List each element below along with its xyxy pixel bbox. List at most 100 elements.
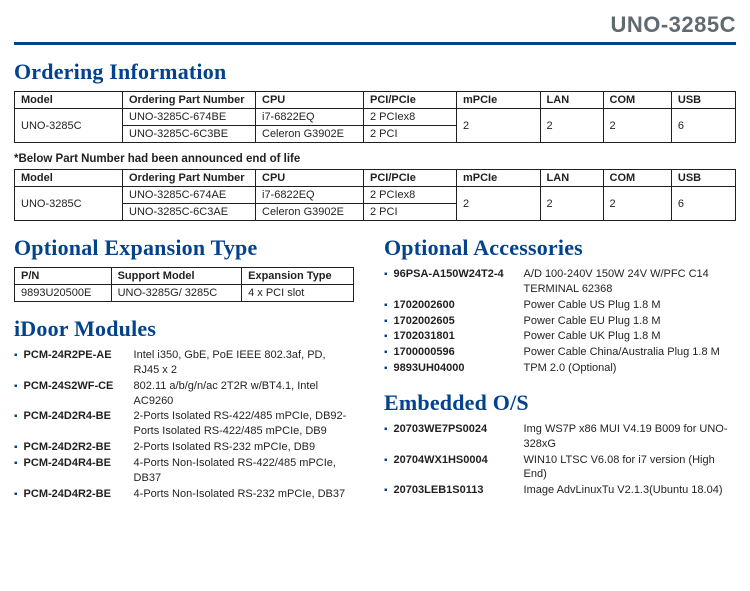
list-item: 20703WE7PS0024Img WS7P x86 MUI V4.19 B00… xyxy=(384,422,736,452)
list-item: PCM-24D4R4-BE4-Ports Non-Isolated RS-422… xyxy=(14,456,354,486)
table-row: 9893U20500E UNO-3285G/ 3285C 4 x PCI slo… xyxy=(15,285,354,302)
cell-usb: 6 xyxy=(671,109,735,143)
cell-pn: 9893U20500E xyxy=(15,285,112,302)
os-title: Embedded O/S xyxy=(384,390,736,416)
item-desc: 4-Ports Non-Isolated RS-422/485 mPCIe, D… xyxy=(134,456,354,486)
cell-lan: 2 xyxy=(540,187,603,221)
col-mpcie: mPCIe xyxy=(457,170,541,187)
cell-type: 4 x PCI slot xyxy=(242,285,354,302)
cell-model: UNO-3285C xyxy=(15,109,123,143)
item-desc: Image AdvLinuxTu V2.1.3(Ubuntu 18.04) xyxy=(524,483,736,498)
item-desc: 2-Ports Isolated RS-422/485 mPCIe, DB92-… xyxy=(134,409,354,439)
table-header-row: P/N Support Model Expansion Type xyxy=(15,268,354,285)
item-pn: 1700000596 xyxy=(394,345,524,360)
list-item: 1702002600Power Cable US Plug 1.8 M xyxy=(384,298,736,313)
item-pn: 20704WX1HS0004 xyxy=(394,453,524,468)
list-item: 1700000596Power Cable China/Australia Pl… xyxy=(384,345,736,360)
col-cpu: CPU xyxy=(256,170,364,187)
cell-mpcie: 2 xyxy=(457,187,541,221)
item-desc: Intel i350, GbE, PoE IEEE 802.3af, PD, R… xyxy=(134,348,354,378)
list-item: 20704WX1HS0004WIN10 LTSC V6.08 for i7 ve… xyxy=(384,453,736,483)
col-lan: LAN xyxy=(540,170,603,187)
table-header-row: Model Ordering Part Number CPU PCI/PCIe … xyxy=(15,92,736,109)
ordering-table-eol: Model Ordering Part Number CPU PCI/PCIe … xyxy=(14,169,736,221)
list-item: PCM-24S2WF-CE802.11 a/b/g/n/ac 2T2R w/BT… xyxy=(14,379,354,409)
ordering-title: Ordering Information xyxy=(14,59,736,85)
col-cpu: CPU xyxy=(256,92,364,109)
cell-model: UNO-3285C xyxy=(15,187,123,221)
col-com: COM xyxy=(603,92,671,109)
cell-com: 2 xyxy=(603,109,671,143)
cell-mpcie: 2 xyxy=(457,109,541,143)
cell-pci: 2 PCIex8 xyxy=(364,187,457,204)
item-pn: 9893UH04000 xyxy=(394,361,524,376)
item-desc: Img WS7P x86 MUI V4.19 B009 for UNO-328x… xyxy=(524,422,736,452)
col-lan: LAN xyxy=(540,92,603,109)
item-desc: TPM 2.0 (Optional) xyxy=(524,361,736,376)
item-desc: WIN10 LTSC V6.08 for i7 version (High En… xyxy=(524,453,736,483)
item-desc: 802.11 a/b/g/n/ac 2T2R w/BT4.1, Intel AC… xyxy=(134,379,354,409)
item-pn: 1702002605 xyxy=(394,314,524,329)
item-desc: A/D 100-240V 150W 24V W/PFC C14 TERMINAL… xyxy=(524,267,736,297)
list-item: 9893UH04000TPM 2.0 (Optional) xyxy=(384,361,736,376)
cell-pci: 2 PCIex8 xyxy=(364,109,457,126)
col-model: Model xyxy=(15,92,123,109)
item-pn: PCM-24D2R2-BE xyxy=(24,440,134,455)
col-usb: USB xyxy=(671,92,735,109)
list-item: 1702031801Power Cable UK Plug 1.8 M xyxy=(384,329,736,344)
col-usb: USB xyxy=(671,170,735,187)
list-item: 20703LEB1S0113Image AdvLinuxTu V2.1.3(Ub… xyxy=(384,483,736,498)
list-item: PCM-24R2PE-AEIntel i350, GbE, PoE IEEE 8… xyxy=(14,348,354,378)
item-pn: 1702031801 xyxy=(394,329,524,344)
item-desc: Power Cable China/Australia Plug 1.8 M xyxy=(524,345,736,360)
cell-com: 2 xyxy=(603,187,671,221)
item-pn: 20703WE7PS0024 xyxy=(394,422,524,437)
item-pn: PCM-24D4R4-BE xyxy=(24,456,134,471)
item-pn: 1702002600 xyxy=(394,298,524,313)
item-pn: 96PSA-A150W24T2-4 xyxy=(394,267,524,282)
item-pn: PCM-24S2WF-CE xyxy=(24,379,134,394)
list-item: PCM-24D2R2-BE2-Ports Isolated RS-232 mPC… xyxy=(14,440,354,455)
os-list: 20703WE7PS0024Img WS7P x86 MUI V4.19 B00… xyxy=(384,422,736,498)
item-pn: PCM-24R2PE-AE xyxy=(24,348,134,363)
col-type: Expansion Type xyxy=(242,268,354,285)
cell-pci: 2 PCI xyxy=(364,126,457,143)
cell-part: UNO-3285C-6C3AE xyxy=(123,204,256,221)
col-pci: PCI/PCIe xyxy=(364,170,457,187)
cell-part: UNO-3285C-674AE xyxy=(123,187,256,204)
idoor-title: iDoor Modules xyxy=(14,316,354,342)
cell-cpu: i7-6822EQ xyxy=(256,109,364,126)
cell-usb: 6 xyxy=(671,187,735,221)
list-item: PCM-24D4R2-BE4-Ports Non-Isolated RS-232… xyxy=(14,487,354,502)
table-header-row: Model Ordering Part Number CPU PCI/PCIe … xyxy=(15,170,736,187)
table-row: UNO-3285C UNO-3285C-674AE i7-6822EQ 2 PC… xyxy=(15,187,736,204)
cell-part: UNO-3285C-674BE xyxy=(123,109,256,126)
col-model: Model xyxy=(15,170,123,187)
list-item: 96PSA-A150W24T2-4A/D 100-240V 150W 24V W… xyxy=(384,267,736,297)
item-desc: Power Cable US Plug 1.8 M xyxy=(524,298,736,313)
cell-support: UNO-3285G/ 3285C xyxy=(111,285,242,302)
cell-cpu: i7-6822EQ xyxy=(256,187,364,204)
item-pn: 20703LEB1S0113 xyxy=(394,483,524,498)
table-row: UNO-3285C UNO-3285C-674BE i7-6822EQ 2 PC… xyxy=(15,109,736,126)
product-header: UNO-3285C xyxy=(14,12,736,45)
idoor-list: PCM-24R2PE-AEIntel i350, GbE, PoE IEEE 8… xyxy=(14,348,354,501)
item-desc: Power Cable EU Plug 1.8 M xyxy=(524,314,736,329)
cell-pci: 2 PCI xyxy=(364,204,457,221)
expansion-title: Optional Expansion Type xyxy=(14,235,354,261)
col-com: COM xyxy=(603,170,671,187)
eol-note: *Below Part Number had been announced en… xyxy=(14,153,736,165)
cell-lan: 2 xyxy=(540,109,603,143)
col-pci: PCI/PCIe xyxy=(364,92,457,109)
item-desc: Power Cable UK Plug 1.8 M xyxy=(524,329,736,344)
item-pn: PCM-24D2R4-BE xyxy=(24,409,134,424)
expansion-table: P/N Support Model Expansion Type 9893U20… xyxy=(14,267,354,302)
list-item: PCM-24D2R4-BE2-Ports Isolated RS-422/485… xyxy=(14,409,354,439)
col-part: Ordering Part Number xyxy=(123,92,256,109)
col-mpcie: mPCIe xyxy=(457,92,541,109)
accessories-title: Optional Accessories xyxy=(384,235,736,261)
cell-cpu: Celeron G3902E xyxy=(256,126,364,143)
item-desc: 4-Ports Non-Isolated RS-232 mPCIe, DB37 xyxy=(134,487,354,502)
item-pn: PCM-24D4R2-BE xyxy=(24,487,134,502)
col-pn: P/N xyxy=(15,268,112,285)
